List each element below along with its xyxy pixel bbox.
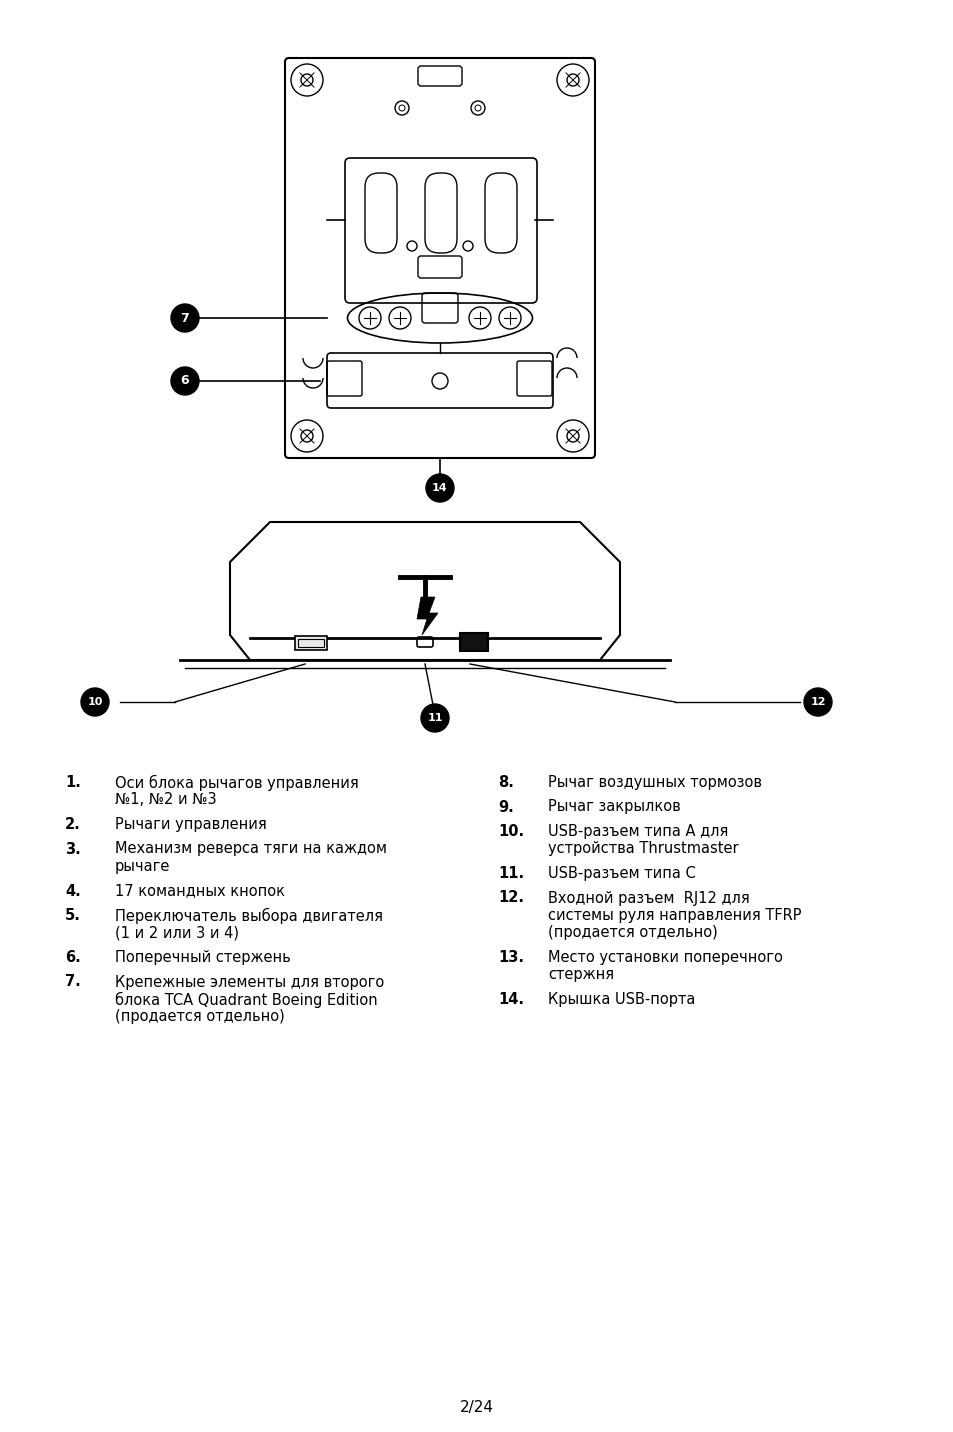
Text: 12.: 12. bbox=[497, 891, 523, 905]
Text: 11.: 11. bbox=[497, 866, 523, 881]
Text: 11: 11 bbox=[427, 713, 442, 723]
Text: Механизм реверса тяги на каждом: Механизм реверса тяги на каждом bbox=[115, 842, 387, 856]
Circle shape bbox=[81, 687, 109, 716]
Text: Место установки поперечного: Место установки поперечного bbox=[547, 949, 782, 965]
Text: 14: 14 bbox=[432, 483, 447, 493]
Circle shape bbox=[420, 705, 449, 732]
Text: (1 и 2 или 3 и 4): (1 и 2 или 3 и 4) bbox=[115, 925, 239, 941]
Circle shape bbox=[171, 304, 199, 332]
Text: стержня: стержня bbox=[547, 968, 614, 982]
Text: 7: 7 bbox=[180, 312, 190, 325]
Text: (продается отдельно): (продается отдельно) bbox=[547, 925, 717, 941]
Text: Входной разъем  RJ12 для: Входной разъем RJ12 для bbox=[547, 891, 749, 905]
Text: 10.: 10. bbox=[497, 823, 523, 839]
Circle shape bbox=[426, 474, 454, 503]
Text: блока TCA Quadrant Boeing Edition: блока TCA Quadrant Boeing Edition bbox=[115, 992, 377, 1008]
Text: Поперечный стержень: Поперечный стержень bbox=[115, 949, 291, 965]
Text: 12: 12 bbox=[809, 697, 825, 707]
Bar bbox=[294, 636, 327, 650]
Text: (продается отдельно): (продается отдельно) bbox=[115, 1010, 284, 1024]
Text: 8.: 8. bbox=[497, 775, 514, 790]
Text: 2/24: 2/24 bbox=[459, 1400, 494, 1415]
Text: Рычаг воздушных тормозов: Рычаг воздушных тормозов bbox=[547, 775, 761, 790]
Text: рычаге: рычаге bbox=[115, 859, 171, 874]
Text: 3.: 3. bbox=[65, 842, 81, 856]
Text: 4.: 4. bbox=[65, 884, 81, 898]
Bar bbox=[297, 639, 324, 647]
Text: Оси блока рычагов управления: Оси блока рычагов управления bbox=[115, 775, 358, 790]
Text: №1, №2 и №3: №1, №2 и №3 bbox=[115, 792, 216, 808]
Text: 9.: 9. bbox=[497, 799, 514, 815]
Text: системы руля направления TFRP: системы руля направления TFRP bbox=[547, 908, 801, 924]
Text: 6: 6 bbox=[180, 375, 189, 388]
Text: Переключатель выбора двигателя: Переключатель выбора двигателя bbox=[115, 908, 382, 924]
Text: 17 командных кнопок: 17 командных кнопок bbox=[115, 884, 285, 898]
Text: 6.: 6. bbox=[65, 949, 81, 965]
Text: устройства Thrustmaster: устройства Thrustmaster bbox=[547, 842, 738, 856]
Text: 1.: 1. bbox=[65, 775, 81, 790]
Text: 2.: 2. bbox=[65, 818, 81, 832]
Text: Крепежные элементы для второго: Крепежные элементы для второго bbox=[115, 975, 384, 990]
Circle shape bbox=[171, 367, 199, 395]
Polygon shape bbox=[416, 597, 437, 634]
Text: Рычаг закрылков: Рычаг закрылков bbox=[547, 799, 680, 815]
Text: 13.: 13. bbox=[497, 949, 523, 965]
Text: 10: 10 bbox=[88, 697, 103, 707]
Text: 7.: 7. bbox=[65, 975, 81, 990]
Text: Рычаги управления: Рычаги управления bbox=[115, 818, 267, 832]
Text: USB-разъем типа A для: USB-разъем типа A для bbox=[547, 823, 727, 839]
Text: Крышка USB-порта: Крышка USB-порта bbox=[547, 992, 695, 1007]
Bar bbox=[459, 633, 488, 652]
Text: USB-разъем типа C: USB-разъем типа C bbox=[547, 866, 695, 881]
Text: 14.: 14. bbox=[497, 992, 523, 1007]
Circle shape bbox=[803, 687, 831, 716]
Text: 5.: 5. bbox=[65, 908, 81, 924]
